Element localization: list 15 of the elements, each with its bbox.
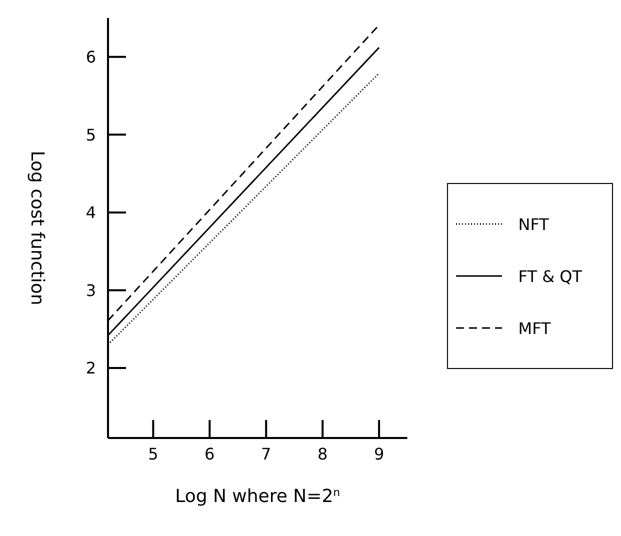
- x-axis-title: Log N where N=2$^{n}$: [175, 486, 340, 507]
- y-tick-label: 2: [86, 358, 96, 378]
- legend-label: MFT: [518, 318, 551, 338]
- x-tick-label: 5: [148, 444, 158, 464]
- y-tick-label: 6: [86, 48, 96, 67]
- x-tick-label: 9: [374, 444, 384, 464]
- legend-label: FT & QT: [518, 266, 582, 286]
- y-tick-label: 3: [86, 280, 96, 300]
- y-tick-label: 5: [86, 125, 96, 144]
- x-tick-label: 8: [317, 444, 328, 464]
- y-tick-label: 4: [86, 203, 96, 222]
- x-tick-label: 7: [261, 444, 272, 464]
- legend-label: NFT: [518, 214, 549, 234]
- y-axis-title: Log cost function: [26, 150, 48, 306]
- x-tick-label: 6: [204, 444, 215, 464]
